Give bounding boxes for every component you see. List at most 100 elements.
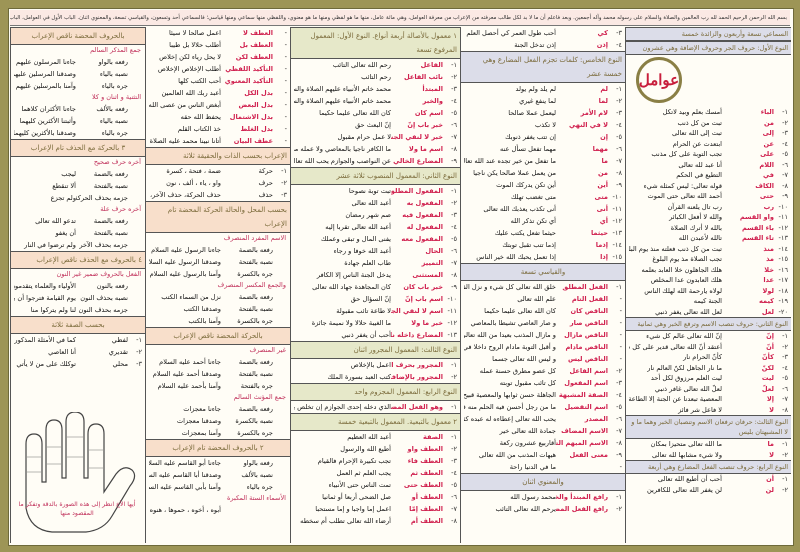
item-number: ٥-	[451, 481, 457, 489]
item-term: حرف	[258, 179, 273, 187]
item-term: نصبه بالفتحة	[238, 305, 273, 313]
item-number: ٣-	[782, 353, 788, 361]
item-example: و أقبل التوبة مادام الروح داخلا في البدن	[464, 343, 556, 351]
item-number: ١-	[451, 433, 457, 441]
list-item: ٦- الحال أعبد الله خوفا و رجاء	[291, 245, 460, 257]
item-term: الاسم المضاف	[561, 427, 608, 435]
item-term: حركة	[258, 167, 273, 175]
item-term: خبر باب كان	[403, 283, 443, 291]
item-example: ما الله تعالى متحيزا بمكان	[650, 440, 722, 448]
item-term: الناقص ليس	[567, 355, 608, 363]
item-number: ٧-	[451, 505, 457, 513]
section-header: النوع الثاني: حروف تنصب الاسم وترفع الخب…	[626, 317, 791, 331]
list-item: - العطف لا اعمل صالحا لا سيئا	[146, 27, 290, 39]
item-term: إذن	[596, 41, 608, 49]
subsection-title: التثنية و اثنان و كلا	[92, 93, 141, 101]
list-item: ٥- اسم التفضيل ما من رجل أحسن فيه الحلم من…	[461, 401, 625, 413]
item-term: خبر باب إنّ	[407, 121, 443, 129]
list-item: ١- الباء أمسك بعلم وبيد لاتكل	[626, 107, 791, 118]
item-example: لا تكذب	[534, 121, 556, 129]
item-number: ١٥-	[612, 253, 622, 261]
item-term: الاسم المبهم التام	[556, 439, 608, 447]
item-number: -	[284, 65, 287, 73]
item-example: ابتعدت عن الحرام	[672, 139, 722, 148]
item-example: لم يلد ولم يولد	[515, 85, 556, 93]
item-term: تقديري	[108, 348, 128, 356]
list-item: ٧- خبر لا لنفي الجنسلا عمل حرام مقبول	[291, 131, 460, 143]
item-term: خبر ما ولا	[411, 319, 443, 327]
list-item: ٢- نائب الفاعل رحم التائب	[291, 71, 460, 83]
item-example: أحب طول العمر كي أحصل العلم	[466, 29, 556, 37]
list-item: ٢- حرف واو ، ياء ، ألف ، نون	[146, 177, 290, 189]
hand-caption: أيها الأخ انظر إلى هذه الصورة بالدقة وتف…	[18, 501, 136, 517]
item-term: العطف ثم	[410, 469, 443, 477]
item-example: يرحم الله تعالى التائب	[495, 505, 556, 513]
item-number: ٦-	[451, 247, 457, 255]
item-example: قوله تعالى: ليس كمثله شيء	[643, 181, 722, 190]
item-term	[556, 461, 608, 473]
list-item: نصبه بالفتحة وصدقنا الرسول عليه السلام	[146, 256, 290, 268]
item-example: لا فاعل شر فائز	[678, 405, 722, 414]
list-item: رفعه بالنون الأولياء والعلماء يتقدمون	[11, 280, 145, 292]
item-number	[128, 80, 142, 92]
list-item: ١٥- إذا إذا تعمل يحبك الله خير الناس	[461, 251, 625, 263]
item-example: من يعمل عملا صالحا يكن ناجيا	[473, 169, 556, 177]
item-number: ١٧-	[778, 276, 788, 284]
list-item: - الفعل التام علم الله تعالى	[461, 293, 625, 305]
list-item: ٦- اللام أنا عبد لله تعالى	[626, 160, 791, 171]
item-example: جاءنا المرسلون عليهم السلام	[14, 58, 76, 66]
list-item: رفعه بالألف جاءنا الأكثران كلاهما	[11, 103, 145, 115]
item-term: على	[760, 150, 774, 158]
item-term: رفعه بالواو	[243, 459, 273, 467]
item-example: هيهات المذنب من الله تعالى	[478, 451, 556, 459]
item-number: ٩-	[616, 451, 622, 459]
item-term: والخبر	[422, 97, 443, 105]
list-item: - عطف البيان أتانا نبينا محمد عليه الصلاة …	[146, 135, 290, 147]
list-item: - بدل الاشتمال يحفظ الله حقه	[146, 111, 290, 123]
item-example: علم الله تعالى	[517, 295, 556, 303]
item-example: ألا تنقطع	[52, 182, 76, 190]
item-example: محمد رسول الله	[510, 493, 556, 501]
item-term: من	[597, 169, 608, 177]
item-number: -	[619, 307, 622, 315]
item-term: مهما	[592, 145, 608, 153]
item-term: الصفة المشبهة	[558, 391, 608, 399]
item-example: خلق الله تعالى كل شيء و نزل القرآن	[464, 283, 556, 291]
column-3: ١ معمول بالأصالة أربعة أنواع. النوع الأو…	[290, 27, 460, 543]
item-number: -	[284, 101, 287, 109]
item-term: جزمه بحذف الحركة	[76, 194, 128, 202]
item-number: ٥-	[451, 109, 457, 117]
item-example: هلك الجاهلون خلا العابد بعلمه	[641, 265, 723, 274]
item-term: خبر لا لنفي الجنس	[391, 133, 443, 141]
item-term: المجرور بالإضافة	[391, 373, 443, 381]
item-term: العطف واو	[407, 445, 444, 453]
item-example: أبوه ، أخوه ، حموها ، هنوه ، فوه ، ذو ما…	[149, 506, 221, 514]
item-term: لما	[598, 97, 608, 105]
item-term: الصفة	[423, 433, 443, 441]
item-number: -	[284, 113, 287, 121]
list-item: ١١- اسم لا لنفي الجنسلا طاعة تائب مقبولة	[291, 305, 460, 317]
item-number	[128, 56, 142, 68]
item-example: تجب تكبيرة الإحرام فالقيام	[317, 457, 391, 465]
list-item: - بدل البعض أبغض الناس من عصى الله تعالى م…	[146, 99, 290, 111]
item-term: التمييز	[421, 259, 443, 267]
item-example: إنّ الله تعالى عالم كل شيء	[646, 332, 722, 340]
item-number: ٨-	[451, 271, 457, 279]
list-item: - العطف لكن لا يحل رياء لكن إخلاص	[146, 51, 290, 63]
item-example: كل تائب مقبول توبته	[499, 379, 556, 387]
list-item: رفعه بالضمة جاءنا أحمد عليه السلام	[146, 356, 290, 368]
item-number: ٤-	[451, 223, 457, 231]
item-term: اسم لا لنفي الجنس	[391, 307, 443, 315]
item-number: ٦-	[616, 145, 622, 153]
item-number: ١٢-	[447, 319, 457, 327]
item-number	[128, 227, 142, 239]
item-example: محمد خاتم الأنبياء عليهم الصلاة والسلام	[294, 97, 391, 105]
item-term: متى	[594, 193, 608, 201]
item-term: الفعل المطلق	[562, 283, 608, 291]
item-term: الناقص كان	[570, 307, 608, 315]
list-item: ٣- محلي توكلك على من لا يأتي بالخير	[11, 358, 145, 370]
item-number: ١٨-	[778, 286, 788, 295]
column-2: ٣- كي أحب طول العمر كي أحصل العلم ٤- إذن إذن …	[460, 27, 625, 543]
item-term: ليت	[761, 374, 774, 382]
item-term: كأنّ	[762, 353, 774, 361]
